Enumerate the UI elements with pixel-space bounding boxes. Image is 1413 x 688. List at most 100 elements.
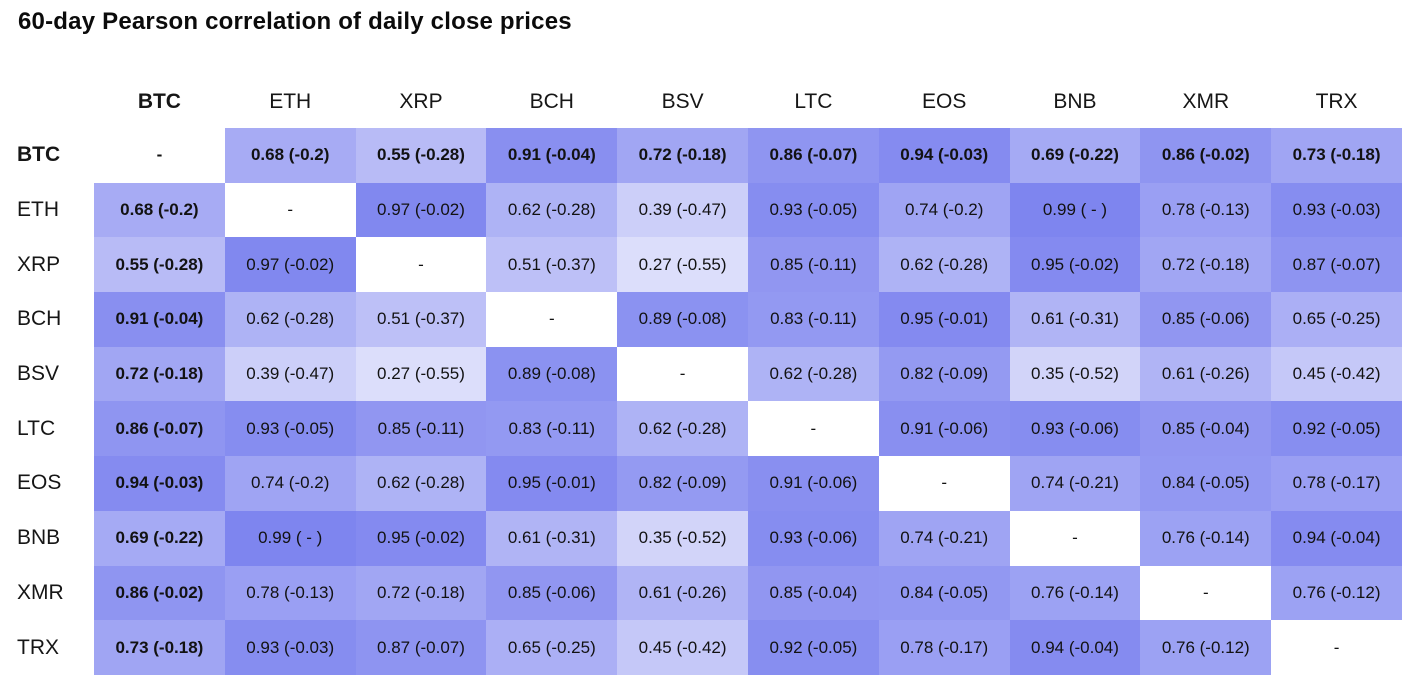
matrix-cell-xmr-xmr: -	[1140, 565, 1272, 621]
column-header-btc: BTC	[94, 76, 225, 128]
matrix-cell-btc-bnb: 0.69 (-0.22)	[1009, 128, 1141, 183]
matrix-cell-xrp-eth: 0.97 (-0.02)	[224, 237, 356, 293]
matrix-cell-bsv-eos: 0.82 (-0.09)	[878, 346, 1010, 402]
matrix-cell-xmr-btc: 0.86 (-0.02)	[94, 565, 225, 621]
matrix-cell-trx-xmr: 0.76 (-0.12)	[1140, 620, 1272, 675]
row-header-xrp: XRP	[0, 237, 94, 293]
matrix-cell-bch-eth: 0.62 (-0.28)	[224, 292, 356, 347]
matrix-cell-btc-ltc: 0.86 (-0.07)	[747, 128, 879, 183]
matrix-cell-ltc-btc: 0.86 (-0.07)	[94, 401, 225, 457]
matrix-cell-xrp-bch: 0.51 (-0.37)	[486, 237, 618, 293]
matrix-cell-eth-bnb: 0.99 ( - )	[1009, 182, 1141, 238]
matrix-cell-eth-trx: 0.93 (-0.03)	[1271, 182, 1402, 238]
matrix-cell-xrp-eos: 0.62 (-0.28)	[878, 237, 1010, 293]
matrix-cell-xmr-bch: 0.85 (-0.06)	[486, 565, 618, 621]
column-header-bsv: BSV	[617, 76, 748, 128]
matrix-cell-bnb-bch: 0.61 (-0.31)	[486, 510, 618, 566]
matrix-cell-trx-eth: 0.93 (-0.03)	[224, 620, 356, 675]
matrix-cell-bch-xmr: 0.85 (-0.06)	[1140, 292, 1272, 347]
matrix-cell-eth-eth: -	[224, 182, 356, 238]
matrix-cell-ltc-xmr: 0.85 (-0.04)	[1140, 401, 1272, 457]
matrix-cell-ltc-xrp: 0.85 (-0.11)	[355, 401, 487, 457]
page-title: 60-day Pearson correlation of daily clos…	[18, 8, 572, 35]
matrix-cell-trx-ltc: 0.92 (-0.05)	[747, 620, 879, 675]
matrix-cell-btc-xmr: 0.86 (-0.02)	[1140, 128, 1272, 183]
matrix-cell-eos-xrp: 0.62 (-0.28)	[355, 456, 487, 511]
matrix-cell-eth-xmr: 0.78 (-0.13)	[1140, 182, 1272, 238]
matrix-cell-bch-btc: 0.91 (-0.04)	[94, 292, 225, 347]
column-header-bnb: BNB	[1009, 76, 1141, 128]
matrix-cell-eos-bnb: 0.74 (-0.21)	[1009, 456, 1141, 511]
matrix-cell-bnb-xrp: 0.95 (-0.02)	[355, 510, 487, 566]
matrix-cell-xmr-bnb: 0.76 (-0.14)	[1009, 565, 1141, 621]
matrix-cell-trx-xrp: 0.87 (-0.07)	[355, 620, 487, 675]
matrix-cell-bsv-ltc: 0.62 (-0.28)	[747, 346, 879, 402]
matrix-cell-ltc-bsv: 0.62 (-0.28)	[617, 401, 748, 457]
column-header-xmr: XMR	[1140, 76, 1272, 128]
row-header-bch: BCH	[0, 292, 94, 347]
matrix-cell-bsv-xrp: 0.27 (-0.55)	[355, 346, 487, 402]
column-header-eth: ETH	[224, 76, 356, 128]
row-header-bsv: BSV	[0, 346, 94, 402]
column-header-eos: EOS	[878, 76, 1010, 128]
matrix-cell-eth-btc: 0.68 (-0.2)	[94, 182, 225, 238]
column-header-ltc: LTC	[747, 76, 879, 128]
matrix-cell-eth-bch: 0.62 (-0.28)	[486, 182, 618, 238]
matrix-cell-eos-ltc: 0.91 (-0.06)	[747, 456, 879, 511]
matrix-cell-bsv-bch: 0.89 (-0.08)	[486, 346, 618, 402]
matrix-cell-xmr-trx: 0.76 (-0.12)	[1271, 565, 1402, 621]
matrix-cell-bch-eos: 0.95 (-0.01)	[878, 292, 1010, 347]
matrix-cell-eth-bsv: 0.39 (-0.47)	[617, 182, 748, 238]
matrix-cell-bch-xrp: 0.51 (-0.37)	[355, 292, 487, 347]
matrix-cell-xmr-eth: 0.78 (-0.13)	[224, 565, 356, 621]
row-header-eos: EOS	[0, 456, 94, 511]
matrix-cell-trx-bnb: 0.94 (-0.04)	[1009, 620, 1141, 675]
matrix-cell-trx-trx: -	[1271, 620, 1402, 675]
matrix-cell-bsv-trx: 0.45 (-0.42)	[1271, 346, 1402, 402]
matrix-cell-eos-btc: 0.94 (-0.03)	[94, 456, 225, 511]
row-header-bnb: BNB	[0, 510, 94, 566]
matrix-cell-eos-bch: 0.95 (-0.01)	[486, 456, 618, 511]
row-header-btc: BTC	[0, 128, 94, 183]
matrix-cell-bnb-trx: 0.94 (-0.04)	[1271, 510, 1402, 566]
matrix-cell-ltc-bch: 0.83 (-0.11)	[486, 401, 618, 457]
matrix-cell-eos-eth: 0.74 (-0.2)	[224, 456, 356, 511]
matrix-cell-xmr-bsv: 0.61 (-0.26)	[617, 565, 748, 621]
matrix-cell-ltc-ltc: -	[747, 401, 879, 457]
matrix-cell-xrp-bnb: 0.95 (-0.02)	[1009, 237, 1141, 293]
column-header-trx: TRX	[1271, 76, 1402, 128]
matrix-cell-ltc-bnb: 0.93 (-0.06)	[1009, 401, 1141, 457]
matrix-cell-bch-bch: -	[486, 292, 618, 347]
matrix-cell-xrp-bsv: 0.27 (-0.55)	[617, 237, 748, 293]
matrix-cell-xrp-ltc: 0.85 (-0.11)	[747, 237, 879, 293]
matrix-cell-eth-ltc: 0.93 (-0.05)	[747, 182, 879, 238]
matrix-cell-btc-eos: 0.94 (-0.03)	[878, 128, 1010, 183]
matrix-cell-bnb-ltc: 0.93 (-0.06)	[747, 510, 879, 566]
matrix-cell-bch-bnb: 0.61 (-0.31)	[1009, 292, 1141, 347]
matrix-cell-trx-eos: 0.78 (-0.17)	[878, 620, 1010, 675]
matrix-cell-bsv-eth: 0.39 (-0.47)	[224, 346, 356, 402]
matrix-cell-trx-bch: 0.65 (-0.25)	[486, 620, 618, 675]
matrix-cell-xmr-eos: 0.84 (-0.05)	[878, 565, 1010, 621]
matrix-cell-xmr-ltc: 0.85 (-0.04)	[747, 565, 879, 621]
row-header-trx: TRX	[0, 620, 94, 675]
matrix-cell-btc-xrp: 0.55 (-0.28)	[355, 128, 487, 183]
matrix-cell-ltc-trx: 0.92 (-0.05)	[1271, 401, 1402, 457]
matrix-cell-bsv-bsv: -	[617, 346, 748, 402]
matrix-cell-xrp-trx: 0.87 (-0.07)	[1271, 237, 1402, 293]
matrix-cell-btc-eth: 0.68 (-0.2)	[224, 128, 356, 183]
row-header-eth: ETH	[0, 182, 94, 238]
matrix-cell-ltc-eth: 0.93 (-0.05)	[224, 401, 356, 457]
matrix-cell-bsv-btc: 0.72 (-0.18)	[94, 346, 225, 402]
matrix-cell-xrp-btc: 0.55 (-0.28)	[94, 237, 225, 293]
matrix-cell-btc-trx: 0.73 (-0.18)	[1271, 128, 1402, 183]
matrix-cell-btc-bsv: 0.72 (-0.18)	[617, 128, 748, 183]
matrix-cell-btc-bch: 0.91 (-0.04)	[486, 128, 618, 183]
matrix-cell-eth-eos: 0.74 (-0.2)	[878, 182, 1010, 238]
matrix-cell-xmr-xrp: 0.72 (-0.18)	[355, 565, 487, 621]
matrix-cell-xrp-xrp: -	[355, 237, 487, 293]
matrix-cell-bnb-eth: 0.99 ( - )	[224, 510, 356, 566]
matrix-cell-bch-ltc: 0.83 (-0.11)	[747, 292, 879, 347]
matrix-corner-cell	[0, 76, 94, 128]
matrix-cell-eth-xrp: 0.97 (-0.02)	[355, 182, 487, 238]
